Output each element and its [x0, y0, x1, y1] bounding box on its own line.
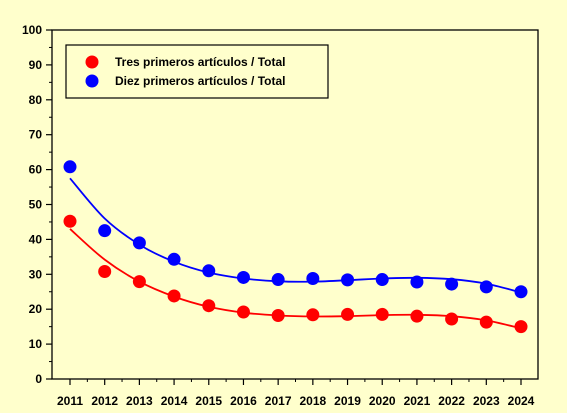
y-tick-label: 30	[29, 267, 43, 281]
data-point-series-1	[202, 299, 216, 313]
legend-box	[65, 44, 329, 99]
data-point-series-1	[410, 309, 424, 323]
data-point-series-2	[514, 285, 528, 299]
data-point-series-2	[202, 264, 216, 278]
data-point-series-1	[479, 315, 493, 329]
y-tick-label: 70	[29, 128, 43, 142]
data-point-series-2	[479, 280, 493, 294]
data-point-series-1	[445, 312, 459, 326]
x-tick-label: 2023	[473, 394, 500, 408]
y-tick-label: 40	[29, 232, 43, 246]
axes: 0 10 20 30 40 50 60 70 80 90 100 2011 2012 2013 2014 20…	[22, 23, 539, 408]
data-point-series-1	[341, 307, 355, 321]
data-point-series-1	[132, 275, 146, 289]
y-tick-label: 100	[22, 23, 42, 37]
data-point-series-1	[167, 289, 181, 303]
data-point-series-1	[514, 320, 528, 334]
data-point-series-2	[236, 270, 250, 284]
legend-marker	[85, 55, 99, 69]
x-tick-label: 2013	[126, 394, 153, 408]
x-tick-label: 2017	[265, 394, 292, 408]
y-tick-label: 0	[35, 372, 42, 386]
legend-label: Diez primeros artículos / Total	[115, 74, 285, 88]
data-point-series-2	[271, 273, 285, 287]
x-tick-label: 2018	[299, 394, 326, 408]
y-tick-label: 90	[29, 58, 43, 72]
x-tick-label: 2015	[195, 394, 222, 408]
data-point-series-2	[98, 224, 112, 238]
data-point-series-2	[375, 273, 389, 287]
data-point-series-1	[98, 265, 112, 279]
x-tick-label: 2021	[404, 394, 431, 408]
data-point-series-2	[63, 160, 77, 174]
y-tick-label: 80	[29, 93, 43, 107]
legend-label: Tres primeros artículos / Total	[115, 55, 286, 69]
data-point-series-1	[375, 307, 389, 321]
data-points	[63, 160, 528, 334]
x-tick-label: 2012	[91, 394, 118, 408]
data-point-series-2	[445, 277, 459, 291]
y-tick-label: 10	[29, 337, 43, 351]
x-tick-label: 2024	[508, 394, 535, 408]
data-point-series-1	[236, 305, 250, 319]
data-point-series-2	[410, 275, 424, 289]
x-tick-label: 2011	[57, 394, 83, 408]
data-point-series-2	[167, 252, 181, 266]
x-tick-label: 2016	[230, 394, 257, 408]
data-point-series-1	[271, 308, 285, 322]
legend: Tres primeros artículos / Total Diez prim…	[65, 44, 329, 99]
fit-line-series-2	[69, 177, 522, 294]
legend-marker	[85, 74, 99, 88]
data-point-series-2	[306, 271, 320, 285]
y-tick-label: 20	[29, 302, 43, 316]
fit-lines	[69, 177, 522, 330]
x-tick-label: 2014	[161, 394, 188, 408]
data-point-series-2	[341, 273, 355, 287]
data-point-series-1	[63, 214, 77, 228]
y-tick-label: 60	[29, 163, 43, 177]
y-tick-label: 50	[29, 198, 43, 212]
data-point-series-1	[306, 308, 320, 322]
x-tick-label: 2022	[438, 394, 465, 408]
x-tick-label: 2019	[334, 394, 361, 408]
x-tick-label: 2020	[369, 394, 396, 408]
data-point-series-2	[132, 236, 146, 250]
